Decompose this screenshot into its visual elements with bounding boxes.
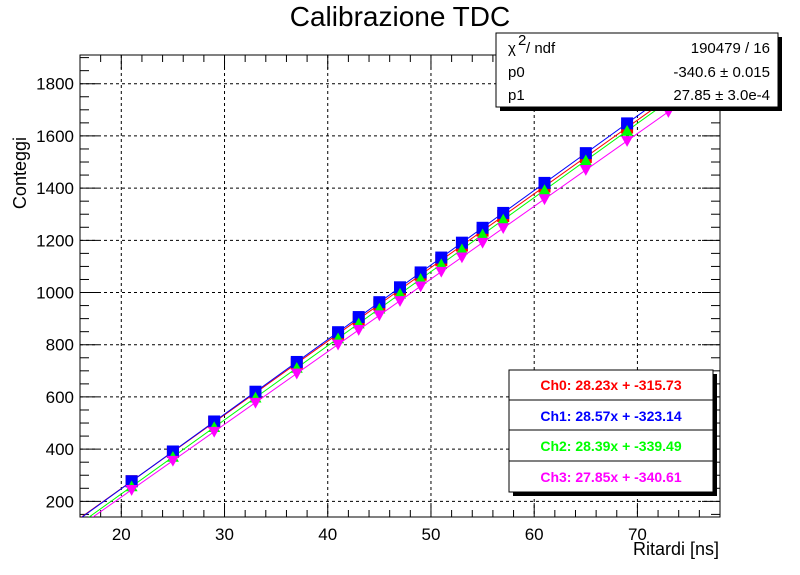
point-ch2 [497,213,510,225]
legend-entry-ch0: Ch0: 28.23x + -315.73 [540,377,681,393]
point-ch1 [579,147,592,160]
stats-chi2-suffix: / ndf [526,40,556,57]
stats-p0-value: -340.6 ± 0.015 [673,64,770,81]
x-tick-label: 50 [422,525,441,544]
point-ch3 [166,455,179,467]
point-ch1 [332,326,345,339]
point-ch1 [621,117,634,130]
point-ch3 [290,368,303,380]
point-ch3 [249,397,262,409]
stats-chi2-symbol: χ [508,40,516,57]
point-ch3 [125,485,138,496]
point-ch1 [249,385,262,398]
stats-chi2-superscript: 2 [518,32,526,49]
point-ch3 [414,281,427,293]
point-ch3 [352,325,365,336]
y-tick-label: 800 [46,336,74,355]
point-ch2 [579,154,592,166]
point-ch1 [414,266,427,279]
point-ch1 [435,251,448,264]
legend-entry-ch1: Ch1: 28.57x + -323.14 [540,408,681,424]
point-ch1 [497,206,510,219]
stats-p1-label: p1 [508,87,525,104]
y-tick-label: 200 [46,492,74,511]
point-ch3 [373,310,386,322]
y-tick-label: 1600 [36,127,74,146]
data-markers [125,87,675,496]
point-ch3 [455,252,468,264]
axis-ticks: 20 30 40 50 60 70 200 400 600 800 1000 1200 1400 1600… [36,55,721,544]
y-axis-label: Conteggi [10,137,30,209]
x-tick-label: 20 [112,525,131,544]
point-ch2 [621,124,634,136]
point-ch1 [455,236,468,249]
point-ch1 [394,281,406,294]
point-ch3 [538,194,551,206]
stats-box: χ 2 / ndf 190479 / 16 p0 -340.6 ± 0.015 … [495,32,782,111]
point-ch3 [476,237,489,249]
x-tick-label: 70 [628,525,647,544]
legend-entry-ch2: Ch2: 28.39x + -339.49 [540,438,681,454]
y-tick-label: 1000 [36,284,74,303]
chart-title: Calibrazione TDC [290,1,510,32]
point-ch3 [208,426,221,438]
point-ch1 [352,311,365,324]
stats-p0-label: p0 [508,64,525,81]
y-tick-label: 1400 [36,179,74,198]
point-ch3 [332,339,345,351]
legend-entry-ch3: Ch3: 27.85x + -340.61 [540,469,681,485]
point-ch2 [414,272,427,284]
y-tick-label: 1800 [36,75,74,94]
point-ch3 [497,223,510,235]
y-tick-label: 400 [46,440,74,459]
x-tick-label: 60 [525,525,544,544]
point-ch2 [538,184,551,196]
point-ch2 [476,228,489,240]
y-tick-label: 1200 [36,231,74,250]
x-tick-label: 40 [318,525,337,544]
point-ch2 [394,287,406,299]
point-ch1 [373,296,386,309]
stats-chi2-value: 190479 / 16 [691,40,770,57]
stats-p1-value: 27.85 ± 3.0e-4 [673,87,770,104]
point-ch3 [394,296,406,307]
point-ch2 [455,243,468,255]
legend: Ch0: 28.23x + -315.73 Ch1: 28.57x + -323… [508,369,717,496]
x-axis-label: Ritardi [ns] [633,539,719,559]
plot-frame [79,54,721,518]
point-ch3 [435,266,448,278]
point-ch3 [621,136,634,147]
x-tick-label: 30 [215,525,234,544]
point-ch3 [579,165,592,176]
point-ch1 [290,355,303,368]
point-ch1 [476,221,489,234]
point-ch1 [538,176,551,189]
y-tick-label: 600 [46,388,74,407]
point-ch2 [435,258,448,270]
